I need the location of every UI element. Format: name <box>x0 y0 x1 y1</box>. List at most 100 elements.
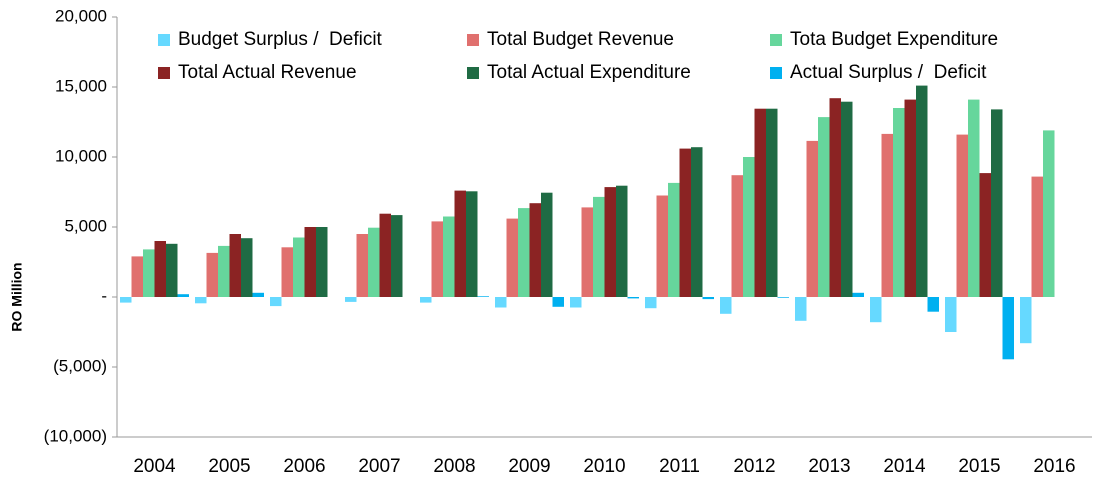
bar <box>806 140 818 297</box>
legend-label: Total Actual Expenditure <box>487 62 691 83</box>
y-tick-label: (5,000) <box>53 356 107 375</box>
bar <box>1043 130 1055 297</box>
bar <box>195 297 207 304</box>
bar <box>795 297 807 321</box>
bar <box>293 237 305 297</box>
bar <box>218 245 230 297</box>
legend-swatch <box>467 67 479 79</box>
bar <box>368 227 380 297</box>
x-tick-label: 2011 <box>659 456 700 477</box>
x-tick-label: 2013 <box>808 456 850 477</box>
bar <box>881 133 893 297</box>
bar <box>668 182 680 297</box>
bar <box>477 296 489 297</box>
bar <box>679 148 691 297</box>
bar <box>656 195 668 297</box>
bar <box>766 108 778 297</box>
legend-label: Total Budget Revenue <box>487 29 674 50</box>
bar <box>552 297 564 307</box>
bar <box>131 256 143 297</box>
bar <box>454 190 466 297</box>
legend-swatch <box>467 34 479 46</box>
bar <box>495 297 507 308</box>
bar <box>529 203 541 297</box>
bar <box>627 297 639 299</box>
bar <box>691 147 703 297</box>
bar <box>979 173 991 297</box>
bar <box>166 243 178 297</box>
bar <box>593 196 605 297</box>
legend-label: Tota Budget Expenditure <box>790 29 998 50</box>
bar <box>206 252 218 297</box>
bar <box>518 208 530 297</box>
x-tick-label: 2016 <box>1033 456 1075 477</box>
y-tick-label: 20,000 <box>55 6 107 25</box>
bar <box>852 292 864 297</box>
legend-label: Actual Surplus / Deficit <box>790 62 987 83</box>
x-tick-label: 2007 <box>358 456 400 477</box>
bar <box>379 213 391 297</box>
legend-swatch <box>770 67 782 79</box>
bar <box>927 297 939 312</box>
bar <box>616 185 628 297</box>
bar <box>316 227 328 297</box>
bar <box>356 234 368 297</box>
bar <box>702 297 714 300</box>
bar <box>829 98 841 297</box>
x-tick-label: 2015 <box>958 456 1000 477</box>
bar <box>720 297 732 314</box>
bar <box>893 108 905 297</box>
bar <box>466 191 478 297</box>
bar <box>743 157 755 297</box>
bar <box>870 297 882 323</box>
x-tick-label: 2009 <box>508 456 550 477</box>
y-tick-label: - <box>101 286 107 305</box>
bar <box>604 187 616 297</box>
legend-label: Total Actual Revenue <box>178 62 357 83</box>
y-tick-label: 15,000 <box>55 76 107 95</box>
bar <box>968 99 980 297</box>
bar <box>420 297 432 303</box>
bar <box>229 234 241 297</box>
x-tick-label: 2006 <box>283 456 325 477</box>
bar <box>991 109 1003 298</box>
bar <box>570 297 582 308</box>
bar <box>818 117 830 297</box>
legend-swatch <box>158 67 170 79</box>
bar <box>956 134 968 297</box>
bar <box>731 175 743 297</box>
bar <box>645 297 657 309</box>
bar <box>1002 297 1014 360</box>
bar <box>945 297 957 332</box>
bar <box>252 292 264 297</box>
bar <box>754 108 766 297</box>
bar <box>904 99 916 297</box>
bar <box>1031 176 1043 297</box>
bar <box>270 297 282 307</box>
x-tick-label: 2010 <box>583 456 625 477</box>
bar <box>1020 297 1032 344</box>
x-tick-label: 2005 <box>208 456 250 477</box>
y-tick-label: 5,000 <box>64 216 107 235</box>
bar <box>916 85 928 297</box>
bar <box>841 101 853 297</box>
legend-label: Budget Surplus / Deficit <box>178 29 383 50</box>
y-tick-label: 10,000 <box>55 146 107 165</box>
bar <box>777 297 789 298</box>
x-tick-label: 2004 <box>133 456 176 477</box>
bar <box>304 227 316 297</box>
legend-swatch <box>770 34 782 46</box>
bar <box>120 297 132 303</box>
bar <box>154 241 166 297</box>
bar <box>345 297 357 302</box>
bar <box>143 249 155 297</box>
bar <box>443 216 455 297</box>
bar <box>391 215 403 297</box>
bar <box>177 294 189 297</box>
bar <box>241 238 253 297</box>
x-tick-label: 2008 <box>433 456 475 477</box>
y-tick-label: (10,000) <box>44 426 107 445</box>
bar <box>431 221 443 297</box>
y-axis-title: RO Million <box>9 262 25 331</box>
